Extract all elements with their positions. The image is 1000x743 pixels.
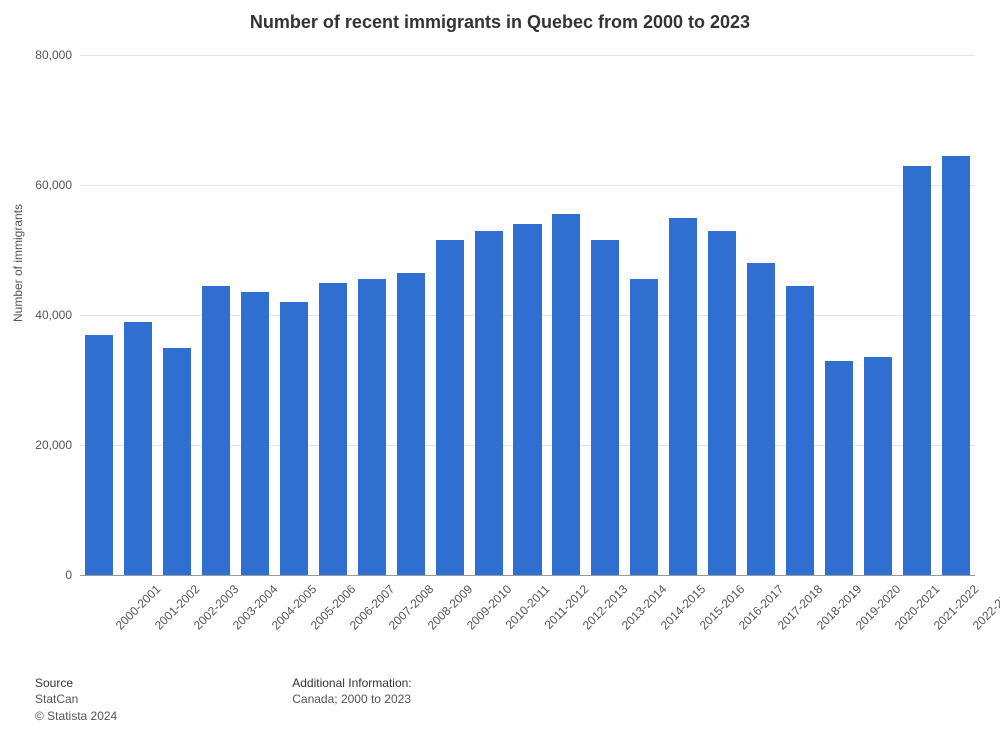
- bar: [397, 273, 425, 575]
- info-heading: Additional Information:: [292, 675, 411, 692]
- bar: [280, 302, 308, 575]
- footer-info-col: Additional Information: Canada; 2000 to …: [292, 675, 411, 725]
- bar: [475, 231, 503, 576]
- bar: [436, 240, 464, 575]
- bar: [241, 292, 269, 575]
- source-heading: Source: [35, 675, 117, 692]
- bar: [358, 279, 386, 575]
- y-tick-label: 20,000: [35, 438, 72, 452]
- chart-title: Number of recent immigrants in Quebec fr…: [0, 0, 1000, 33]
- chart-container: Number of recent immigrants in Quebec fr…: [0, 0, 1000, 743]
- y-tick-label: 80,000: [35, 48, 72, 62]
- y-axis-title: Number of immigrants: [11, 204, 25, 322]
- bar: [124, 322, 152, 576]
- bar: [552, 214, 580, 575]
- copyright: © Statista 2024: [35, 708, 117, 725]
- bar: [85, 335, 113, 576]
- source-value: StatCan: [35, 691, 117, 708]
- y-tick-label: 0: [65, 568, 72, 582]
- x-axis-line: [80, 575, 975, 576]
- bar: [202, 286, 230, 575]
- bar: [591, 240, 619, 575]
- y-tick-label: 60,000: [35, 178, 72, 192]
- bars-group: [80, 55, 975, 575]
- bar: [942, 156, 970, 575]
- bar: [747, 263, 775, 575]
- bar: [903, 166, 931, 576]
- bar: [163, 348, 191, 576]
- info-value: Canada; 2000 to 2023: [292, 691, 411, 708]
- bar: [319, 283, 347, 576]
- bar: [708, 231, 736, 576]
- x-labels-group: 2000-20012001-20022002-20032003-20042004…: [80, 582, 975, 682]
- bar: [630, 279, 658, 575]
- y-tick-label: 40,000: [35, 308, 72, 322]
- footer-source-col: Source StatCan © Statista 2024: [35, 675, 117, 725]
- bar: [513, 224, 541, 575]
- bar: [864, 357, 892, 575]
- bar: [786, 286, 814, 575]
- bar: [669, 218, 697, 576]
- bar: [825, 361, 853, 576]
- chart-footer: Source StatCan © Statista 2024 Additiona…: [35, 675, 412, 725]
